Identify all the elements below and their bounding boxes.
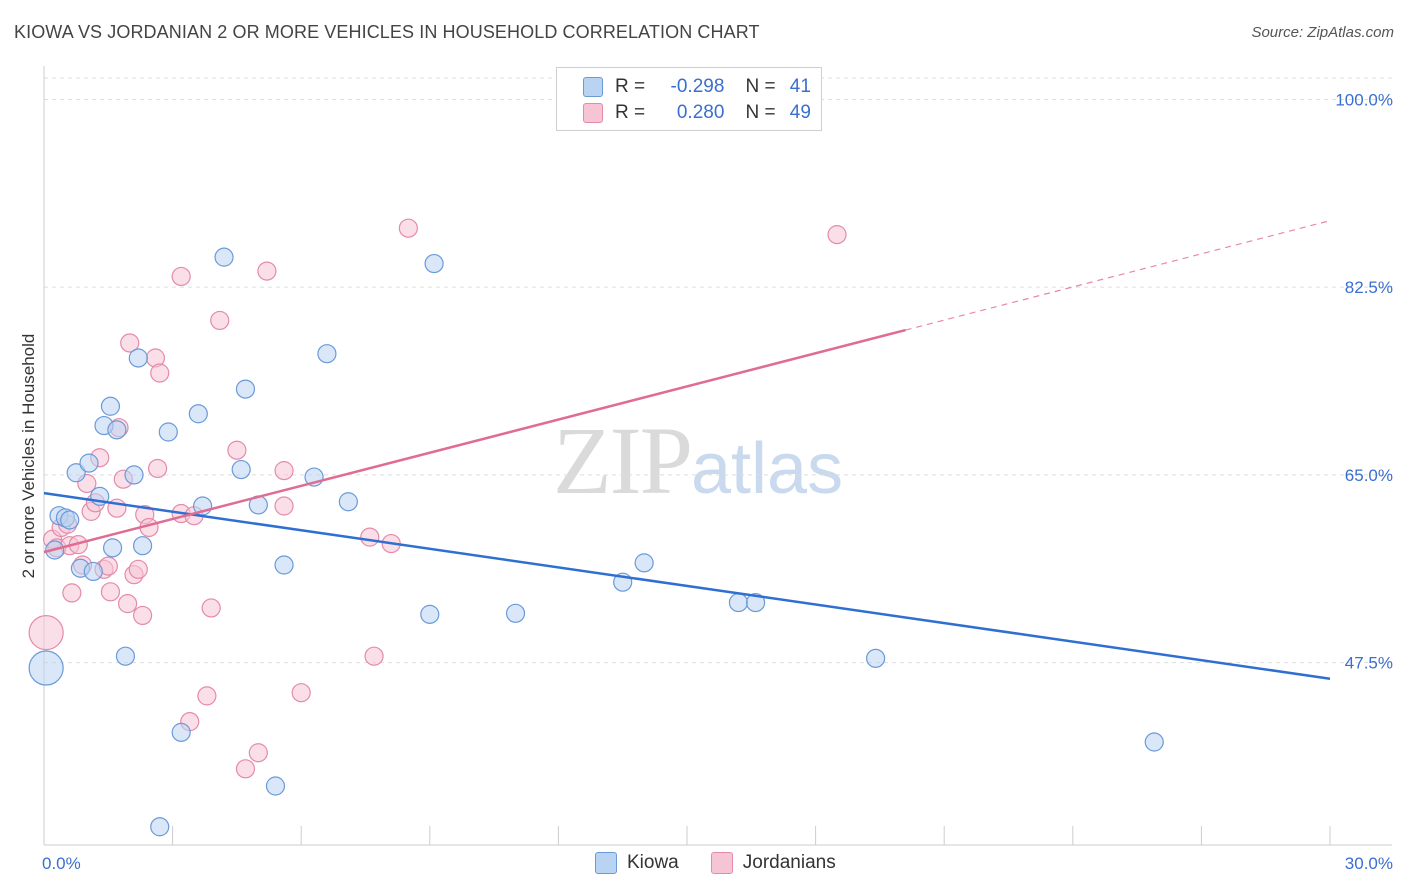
kiowa-point [728, 592, 749, 613]
jordanians-point [117, 594, 138, 614]
jordanians-point [398, 218, 418, 238]
legend-n-label: N = [745, 76, 776, 97]
jordanians-point [132, 605, 153, 626]
kiowa-point [115, 646, 136, 666]
kiowa-point [505, 603, 526, 623]
kiowa-point [66, 463, 86, 483]
jordanians-point [227, 440, 247, 460]
jordanians-point [274, 461, 294, 481]
kiowa-point [128, 348, 148, 368]
kiowa-point [424, 253, 444, 274]
jordanians-point [827, 225, 847, 245]
jordanians-point [171, 266, 191, 287]
source-label: Source: ZipAtlas.com [1251, 24, 1394, 41]
kiowa-legend-swatch [595, 852, 617, 874]
jordanians-point [150, 363, 170, 383]
y-tick-label: 82.5% [1345, 278, 1393, 297]
kiowa-point [265, 776, 286, 796]
jordanians-point [291, 683, 311, 703]
chart-title: KIOWA VS JORDANIAN 2 OR MORE VEHICLES IN… [14, 22, 760, 42]
kiowa-point [28, 650, 64, 686]
jordanians-point [360, 527, 380, 547]
series-legend: Kiowa Jordanians [595, 852, 836, 874]
kiowa-point [274, 555, 294, 575]
kiowa-point [158, 422, 178, 442]
legend-row-jordanians: R = 0.280 N = 49 [583, 100, 811, 126]
legend-r-label: R = [615, 102, 646, 123]
kiowa-swatch [583, 77, 603, 97]
legend-n-label: N = [745, 102, 776, 123]
kiowa-point [634, 553, 654, 573]
kiowa-point [60, 510, 80, 530]
jordanians-point [257, 261, 277, 281]
jordanians-point [147, 458, 168, 479]
jordanians-point [274, 496, 294, 516]
kiowa-point [317, 344, 337, 364]
jordanians-point [201, 598, 221, 618]
jordanians-legend-swatch [710, 852, 733, 874]
legend-row-kiowa: R = -0.298 N = 41 [583, 74, 811, 100]
jordanians-swatch [583, 103, 603, 123]
stats-legend: R = -0.298 N = 41 R = 0.280 N = 49 [556, 67, 822, 131]
kiowa-point [132, 536, 153, 556]
jordanians-point [235, 759, 256, 779]
y-tick-label: 65.0% [1345, 466, 1393, 485]
watermark-atlas: atlas [691, 429, 844, 509]
kiowa-point [100, 396, 121, 416]
legend-kiowa-label: Kiowa [627, 852, 679, 873]
kiowa-point [124, 465, 144, 485]
jordanians-point [100, 582, 121, 602]
jordanians-point [197, 686, 217, 706]
kiowa-point [231, 459, 251, 480]
jordanians-point [248, 743, 268, 763]
jordanians-point [364, 646, 384, 666]
kiowa-point [102, 538, 123, 558]
jordanians-point [210, 310, 230, 331]
x-tick-label: 30.0% [1345, 854, 1393, 873]
y-tick-label: 47.5% [1345, 654, 1393, 673]
kiowa-point [745, 592, 766, 613]
kiowa-trend-line [43, 491, 1331, 680]
jordanians-point [62, 583, 82, 603]
legend-r-value: 0.280 [676, 102, 725, 123]
kiowa-point [83, 561, 103, 582]
legend-n-value: 49 [789, 102, 811, 123]
kiowa-point [214, 247, 234, 267]
kiowa-point [79, 453, 99, 473]
y-axis-label: 2 or more Vehicles in Household [19, 334, 38, 579]
kiowa-point [866, 648, 886, 668]
kiowa-point [188, 404, 208, 424]
jordanians-trend-line [43, 328, 906, 554]
kiowa-point [235, 379, 256, 399]
kiowa-point [338, 492, 358, 512]
legend-r-label: R = [615, 76, 646, 97]
kiowa-point [420, 604, 440, 624]
legend-n-value: 41 [789, 76, 811, 97]
jordanians-point [28, 614, 64, 651]
watermark-zip: ZIP [553, 407, 693, 514]
kiowa-point [1144, 732, 1164, 752]
kiowa-point [150, 817, 170, 837]
y-tick-label: 100.0% [1335, 90, 1393, 109]
x-tick-label: 0.0% [42, 854, 81, 873]
jordanians-point [120, 333, 140, 353]
kiowa-point [107, 420, 127, 440]
legend-jordanians-label: Jordanians [742, 852, 836, 873]
jordanians-point [128, 559, 148, 579]
jordanians-trend-line-projection [905, 220, 1331, 331]
legend-r-value: -0.298 [670, 76, 725, 97]
watermark: ZIPatlas [553, 405, 843, 516]
kiowa-point [171, 722, 191, 742]
